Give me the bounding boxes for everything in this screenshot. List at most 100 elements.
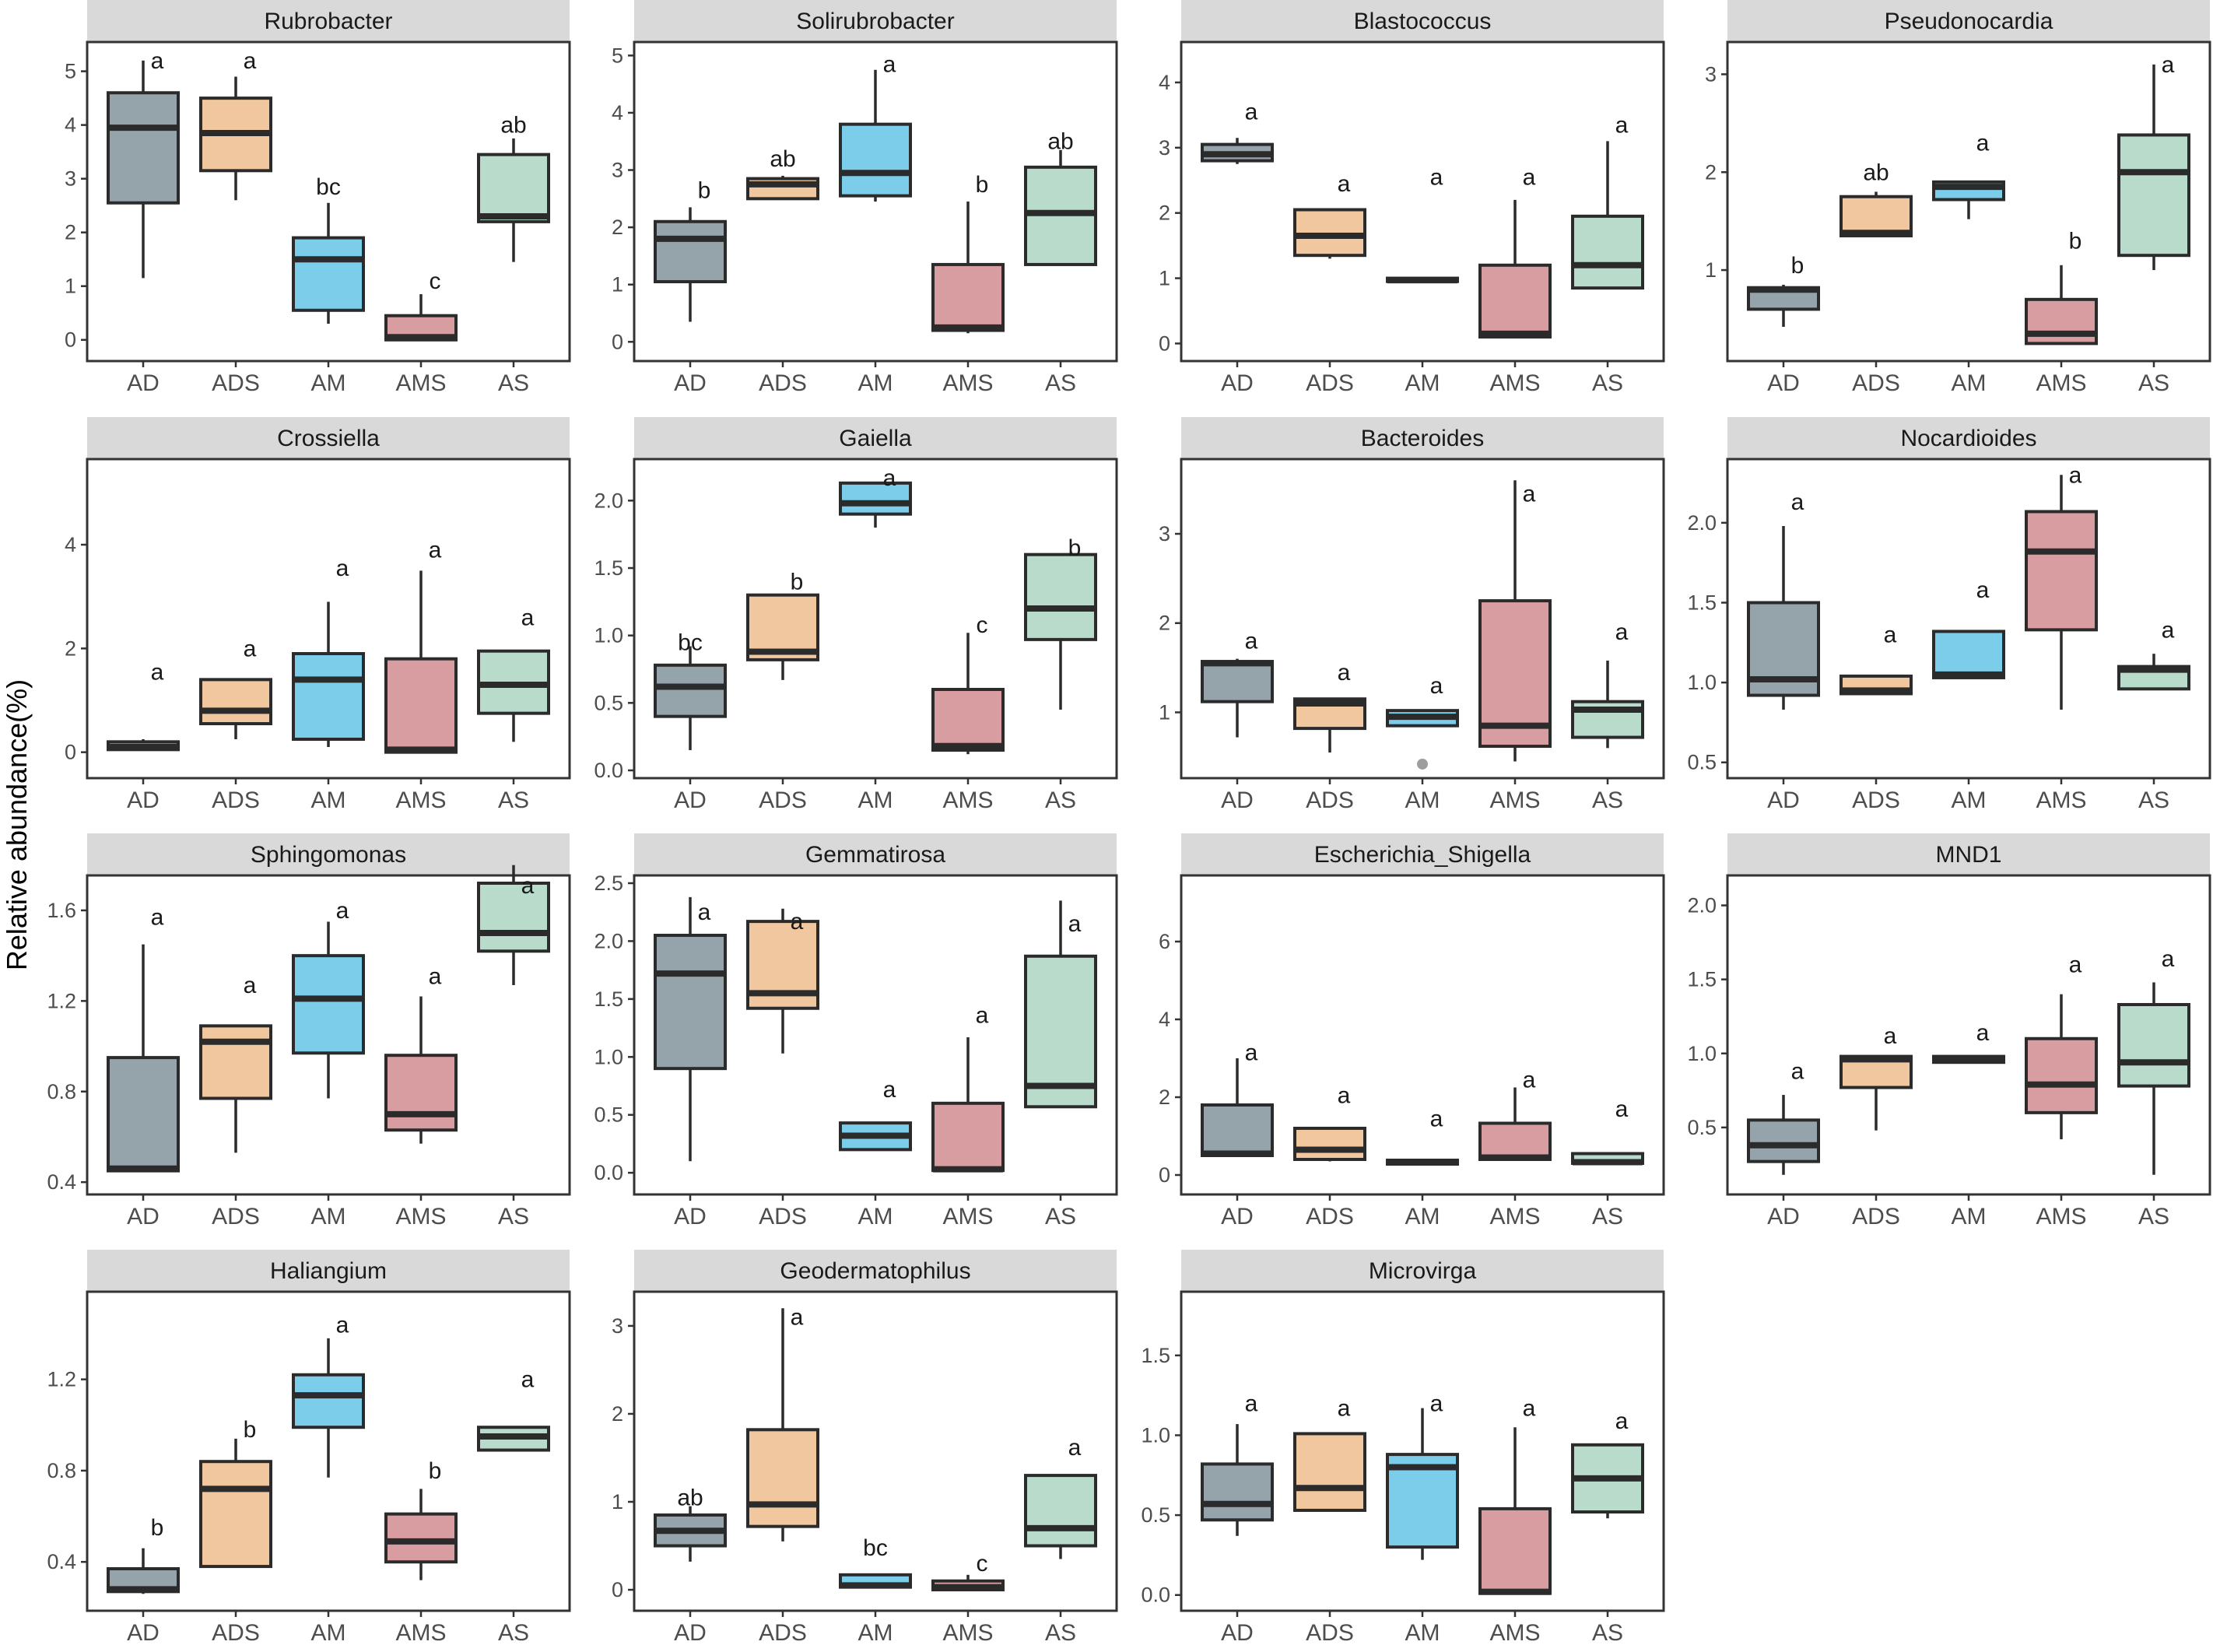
box-am: a bbox=[1386, 1391, 1459, 1560]
facet-panel: Haliangium 0.4 0.8 1.2 AD ADS AM AMS AS b b a b a bbox=[47, 1250, 571, 1646]
box-body bbox=[931, 688, 1005, 752]
x-tick-label: AMS bbox=[2036, 787, 2086, 813]
box-body bbox=[931, 262, 1005, 332]
box-body bbox=[1293, 1127, 1366, 1161]
significance-label: a bbox=[1245, 100, 1258, 125]
x-tick-label: AD bbox=[674, 1620, 707, 1646]
significance-label: a bbox=[1884, 1023, 1897, 1049]
box-as: b bbox=[1024, 535, 1097, 710]
facet-panel: Rubrobacter 0 1 2 3 4 5 AD ADS AM AMS AS a a bc c ab bbox=[65, 0, 571, 396]
x-tick-label: AS bbox=[2138, 1204, 2169, 1229]
x-tick-label: AS bbox=[498, 1620, 529, 1646]
x-tick-label: AD bbox=[127, 1620, 160, 1646]
y-tick-label: 0.5 bbox=[1687, 751, 1717, 774]
significance-label: a bbox=[336, 1312, 349, 1338]
significance-label: a bbox=[1523, 165, 1536, 191]
x-tick-label: ADS bbox=[212, 370, 260, 396]
box-ams: a bbox=[2025, 462, 2098, 710]
facet-panel: MND1 0.5 1.0 1.5 2.0 AD ADS AM AMS AS a a a a a bbox=[1687, 833, 2211, 1229]
x-tick-label: ADS bbox=[759, 370, 807, 396]
facet-panel: Geodermatophilus 0 1 2 3 AD ADS AM AMS AS ab a bc c a bbox=[612, 1250, 1118, 1646]
facet-title: Microvirga bbox=[1369, 1258, 1477, 1284]
facet-panel: Blastococcus 0 1 2 3 4 AD ADS AM AMS AS a a a a a bbox=[1159, 0, 1665, 396]
x-tick-label: ADS bbox=[759, 1204, 807, 1229]
box-ads: b bbox=[746, 569, 819, 680]
y-tick-label: 1.5 bbox=[594, 556, 623, 580]
x-tick-label: AS bbox=[1045, 370, 1076, 396]
box-body bbox=[839, 122, 912, 198]
y-tick-label: 2 bbox=[1705, 160, 1717, 184]
facet-panel: Nocardioides 0.5 1.0 1.5 2.0 AD ADS AM AMS AS a a a a… bbox=[1687, 417, 2211, 813]
significance-label: bc bbox=[316, 174, 341, 200]
y-tick-label: 3 bbox=[65, 167, 76, 191]
significance-label: ab bbox=[770, 146, 795, 172]
y-tick-label: 1.0 bbox=[594, 1045, 623, 1068]
significance-label: a bbox=[883, 51, 896, 77]
x-tick-label: AS bbox=[498, 1204, 529, 1229]
y-tick-label: 4 bbox=[612, 101, 623, 125]
significance-label: c bbox=[977, 612, 988, 638]
x-tick-label: AM bbox=[1405, 1620, 1440, 1646]
y-tick-label: 1.0 bbox=[1687, 671, 1717, 694]
box-ad: a bbox=[1201, 100, 1274, 164]
y-tick-label: 0.4 bbox=[47, 1550, 76, 1573]
y-tick-label: 1.5 bbox=[1687, 591, 1717, 614]
significance-label: a bbox=[1523, 481, 1536, 507]
box-am: a bbox=[1932, 577, 2005, 679]
box-as: a bbox=[1571, 619, 1644, 749]
facet-strip bbox=[87, 1250, 570, 1292]
x-tick-label: AM bbox=[1952, 370, 1987, 396]
significance-label: a bbox=[1430, 1391, 1443, 1416]
y-tick-label: 2 bbox=[1159, 1086, 1170, 1109]
significance-label: a bbox=[2162, 52, 2175, 78]
x-tick-label: AM bbox=[311, 787, 346, 813]
box-am: a bbox=[839, 51, 912, 202]
significance-label: a bbox=[521, 1367, 535, 1393]
box-body bbox=[1024, 954, 1097, 1109]
box-body bbox=[1932, 630, 2005, 679]
significance-label: a bbox=[521, 605, 535, 630]
significance-label: bc bbox=[863, 1535, 888, 1561]
y-tick-label: 2.0 bbox=[594, 929, 623, 952]
significance-label: a bbox=[1245, 1040, 1258, 1066]
y-tick-label: 4 bbox=[65, 114, 76, 137]
box-am: a bbox=[1386, 165, 1459, 284]
box-ads: b bbox=[199, 1417, 272, 1569]
x-tick-label: AM bbox=[858, 1204, 893, 1229]
significance-label: b bbox=[429, 1458, 442, 1484]
x-tick-label: AD bbox=[127, 1204, 160, 1229]
significance-label: a bbox=[791, 1305, 804, 1331]
box-ads: a bbox=[1839, 1023, 1913, 1131]
box-am: a bbox=[292, 898, 365, 1099]
x-tick-label: AM bbox=[858, 370, 893, 396]
x-tick-label: ADS bbox=[1306, 1204, 1354, 1229]
x-tick-label: AD bbox=[1767, 1204, 1800, 1229]
significance-label: a bbox=[791, 909, 804, 935]
facet-title: Bacteroides bbox=[1361, 426, 1484, 451]
x-tick-label: ADS bbox=[1306, 787, 1354, 813]
y-tick-label: 0.0 bbox=[594, 759, 623, 782]
x-tick-label: AM bbox=[311, 1204, 346, 1229]
y-tick-label: 2.0 bbox=[1687, 894, 1717, 917]
box-body bbox=[1839, 195, 1913, 238]
y-tick-label: 4 bbox=[1159, 71, 1170, 94]
facet-strip bbox=[87, 0, 570, 42]
box-am: a bbox=[1386, 673, 1459, 770]
box-am: a bbox=[839, 465, 912, 528]
significance-label: a bbox=[1791, 1059, 1804, 1085]
box-ads: a bbox=[1293, 171, 1366, 259]
x-tick-label: AM bbox=[1405, 1204, 1440, 1229]
y-tick-label: 5 bbox=[65, 60, 76, 83]
box-body bbox=[1747, 1118, 1820, 1163]
y-tick-label: 1 bbox=[612, 273, 623, 296]
x-tick-label: AMS bbox=[942, 787, 993, 813]
y-tick-label: 1.0 bbox=[1687, 1042, 1717, 1065]
significance-label: b bbox=[2069, 228, 2082, 254]
significance-label: c bbox=[430, 268, 441, 294]
box-body bbox=[1478, 1506, 1552, 1595]
box-ad: a bbox=[107, 905, 180, 1173]
facet-title: Escherichia_Shigella bbox=[1314, 842, 1531, 868]
y-tick-label: 0 bbox=[65, 741, 76, 764]
box-ads: ab bbox=[1839, 160, 1913, 238]
box-body bbox=[107, 91, 180, 205]
